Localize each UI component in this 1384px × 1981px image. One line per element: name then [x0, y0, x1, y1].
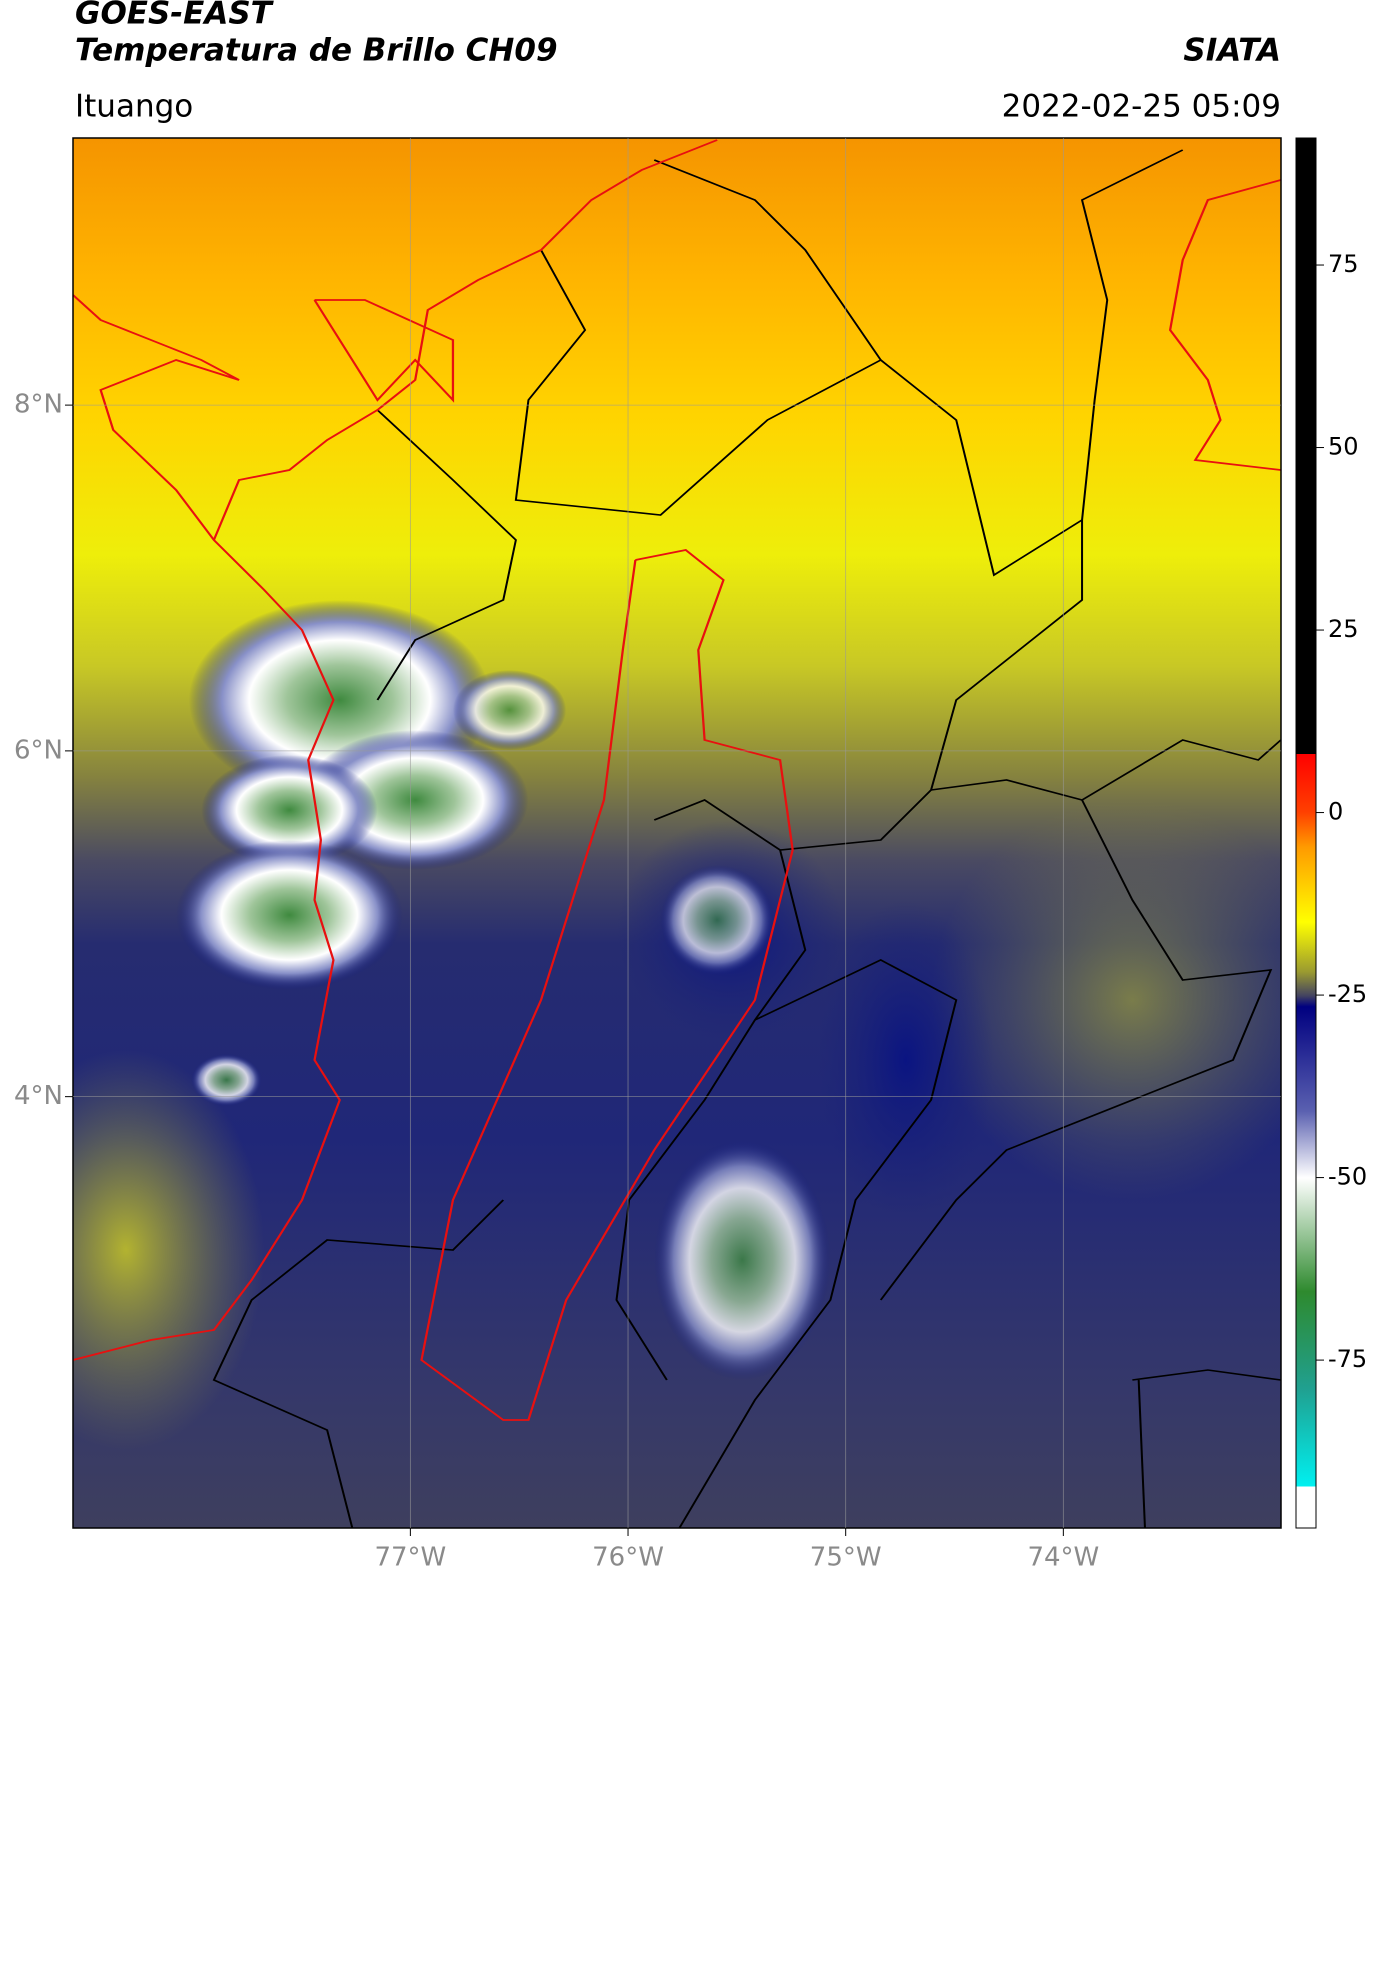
y-tick-label: 4°N — [14, 1081, 63, 1111]
x-tick-label: 76°W — [592, 1543, 664, 1573]
map-frame — [72, 137, 1282, 1529]
map — [72, 138, 1281, 1528]
y-tick-label: 6°N — [14, 735, 63, 765]
x-tick-label: 75°W — [810, 1543, 882, 1573]
datetime: 2022-02-25 05:09 — [1002, 89, 1281, 125]
title: GOES-EAST — [75, 0, 275, 32]
x-tick-label: 74°W — [1027, 1543, 1099, 1573]
subtitle: Temperatura de Brillo CH09 — [75, 33, 558, 69]
colorbar-tick-label: 0 — [1328, 798, 1343, 826]
colorbar-tick-label: 25 — [1328, 615, 1359, 643]
y-tick-label: 8°N — [14, 390, 63, 420]
colorbar-tick-label: -50 — [1328, 1163, 1367, 1191]
colorbar-tick-label: -25 — [1328, 980, 1367, 1008]
colorbar-tick-label: 75 — [1328, 250, 1359, 278]
x-tick-label: 77°W — [374, 1543, 446, 1573]
region: Ituango — [75, 89, 193, 125]
colorbar-tick-label: 50 — [1328, 433, 1359, 461]
colorbar — [1295, 137, 1317, 1529]
colorbar-tick-label: -75 — [1328, 1345, 1367, 1373]
source: SIATA — [1183, 33, 1281, 69]
